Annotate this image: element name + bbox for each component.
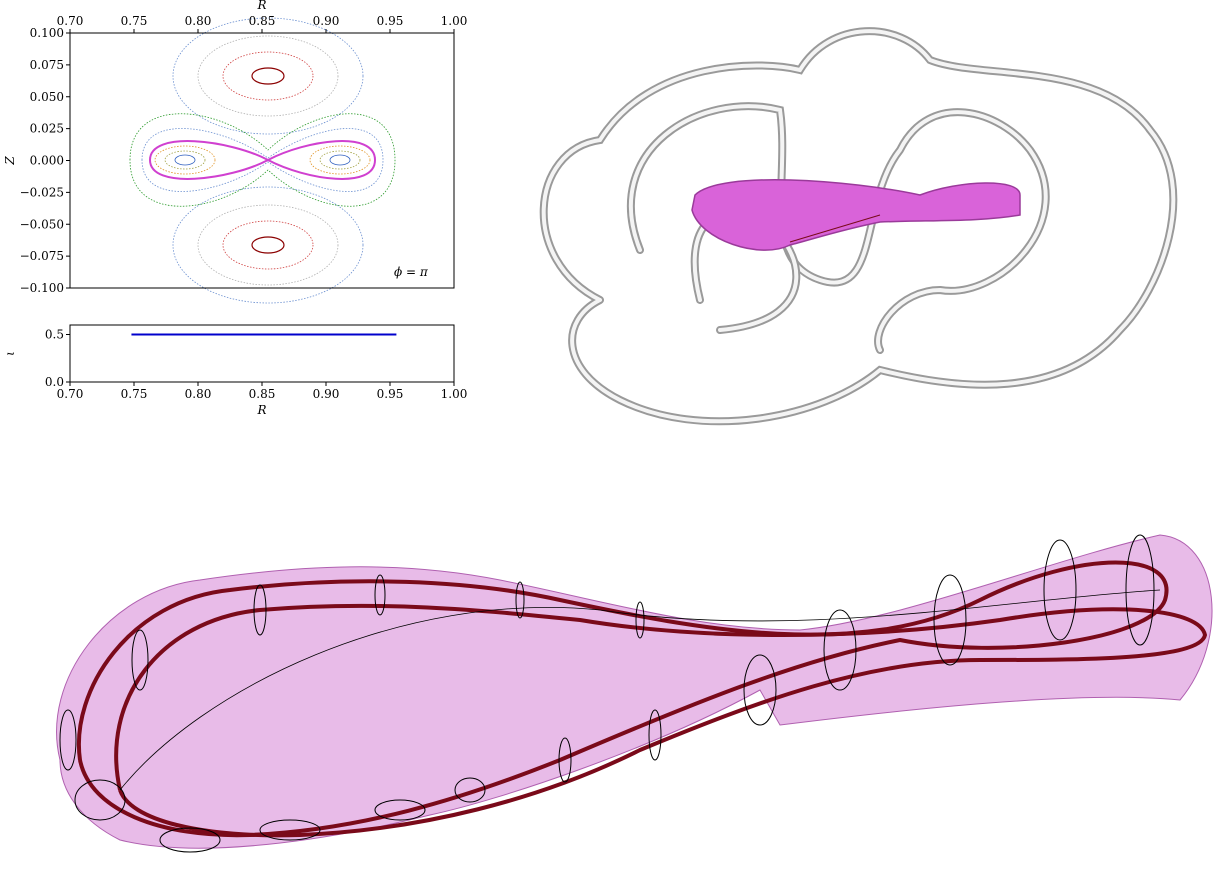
x-axis-label: R [256, 0, 266, 12]
y-tick-label: −0.100 [20, 281, 64, 295]
poincare-contours [129, 17, 396, 304]
axes-frame [69, 32, 455, 289]
y-tick-label: 0.0 [45, 375, 64, 389]
x-tick-label: 0.90 [313, 14, 340, 28]
coil-rendering [539, 27, 1178, 426]
x-tick-label: 0.80 [185, 14, 212, 28]
annotation: ϕ = π [394, 265, 429, 279]
y-tick-label: 0.5 [45, 328, 64, 342]
x-tick-label: 1.00 [441, 387, 468, 401]
y-tick-label: −0.075 [20, 249, 64, 263]
x-axis-label: R [256, 403, 266, 417]
y-axis-label: Z [3, 156, 17, 166]
y-tick-label: 0.025 [30, 122, 64, 136]
x-tick-label: 0.70 [57, 14, 84, 28]
x-tick-label: 0.75 [121, 387, 148, 401]
x-tick-label: 0.75 [121, 14, 148, 28]
y-tick-label: 0.100 [30, 26, 64, 40]
y-tick-label: −0.050 [20, 217, 64, 231]
x-tick-label: 0.85 [249, 387, 276, 401]
x-tick-label: 0.85 [249, 14, 276, 28]
x-tick-label: 0.80 [185, 387, 212, 401]
x-tick-label: 0.95 [377, 387, 404, 401]
y-axis-label: ι [3, 351, 17, 356]
x-tick-label: 0.90 [313, 387, 340, 401]
y-tick-label: 0.050 [30, 90, 64, 104]
y-tick-label: 0.075 [30, 58, 64, 72]
x-tick-label: 1.00 [441, 14, 468, 28]
y-tick-label: −0.025 [20, 185, 64, 199]
y-tick-label: 0.000 [30, 154, 64, 168]
flux-tube-rendering [56, 534, 1213, 853]
x-tick-label: 0.95 [377, 14, 404, 28]
x-tick-label: 0.70 [57, 387, 84, 401]
